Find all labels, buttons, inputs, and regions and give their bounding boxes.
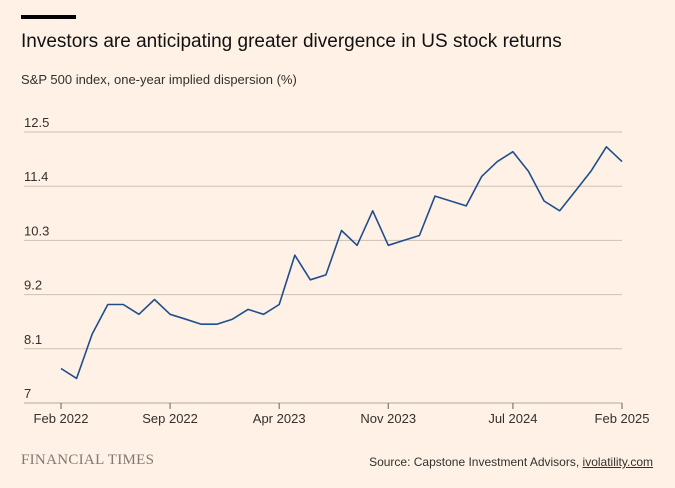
gridlines — [24, 131, 622, 404]
x-tick-label: Sep 2022 — [142, 411, 198, 426]
chart-title: Investors are anticipating greater diver… — [21, 31, 562, 52]
source-text: Source: Capstone Investment Advisors, — [369, 455, 583, 469]
series-line — [60, 146, 623, 380]
y-tick-label: 8.1 — [24, 332, 42, 347]
y-axis-ticks: 7 8.1 9.2 10.3 11.4 12.5 — [24, 115, 49, 401]
x-tick-label: Jul 2024 — [488, 411, 537, 426]
chart-subtitle: S&P 500 index, one-year implied dispersi… — [21, 72, 297, 87]
x-axis-ticks: Feb 2022 Sep 2022 Apr 2023 Nov 2023 Jul 2024… — [34, 403, 650, 426]
x-tick-label: Feb 2022 — [34, 411, 89, 426]
x-tick-label: Nov 2023 — [360, 411, 416, 426]
financial-times-logo: FINANCIAL TIMES — [21, 452, 155, 468]
x-tick-label: Feb 2025 — [595, 411, 650, 426]
source-note: Source: Capstone Investment Advisors, iv… — [369, 455, 653, 469]
y-tick-label: 10.3 — [24, 223, 49, 238]
y-tick-label: 7 — [24, 386, 31, 401]
y-tick-label: 12.5 — [24, 115, 49, 130]
y-tick-label: 9.2 — [24, 278, 42, 293]
y-tick-label: 11.4 — [24, 169, 48, 184]
source-link[interactable]: ivolatility.com — [582, 455, 653, 469]
x-tick-label: Apr 2023 — [253, 411, 306, 426]
line-chart: 7 8.1 9.2 10.3 11.4 12.5 Feb 2022 Sep 2022 Apr … — [24, 115, 650, 426]
ft-top-bar — [21, 15, 76, 19]
series-layer — [60, 146, 623, 380]
